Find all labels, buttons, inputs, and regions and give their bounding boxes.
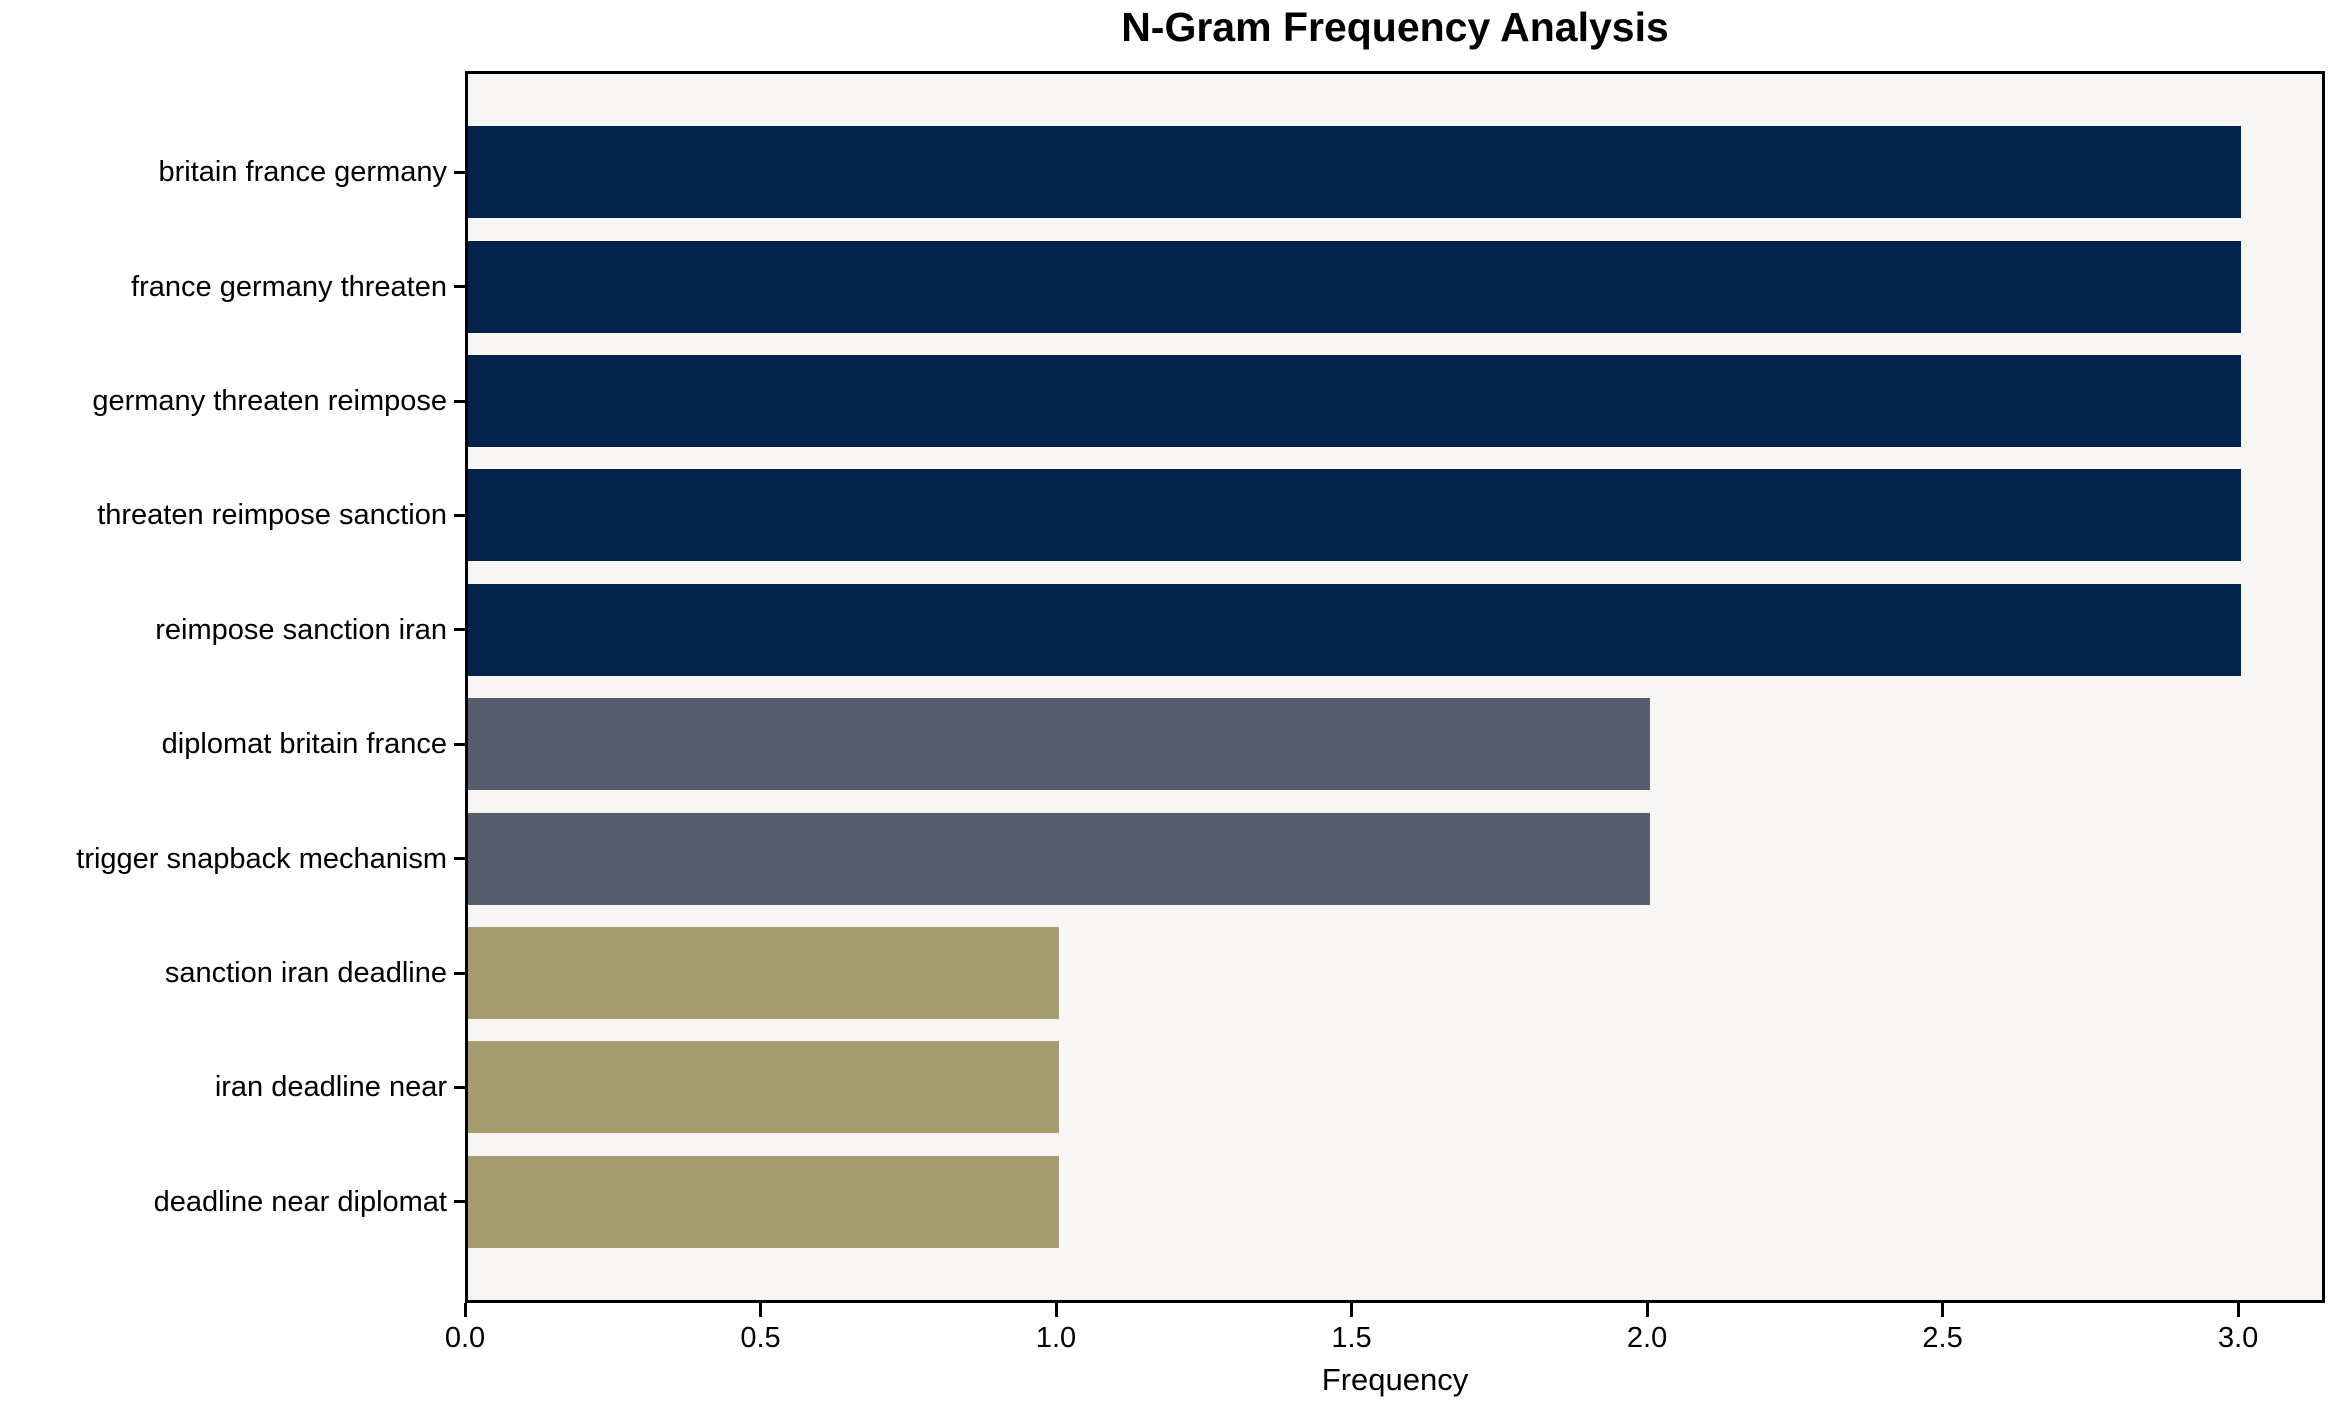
- y-tick-mark: [454, 742, 465, 746]
- x-tick-mark: [1350, 1303, 1354, 1317]
- x-tick-mark: [463, 1303, 467, 1317]
- plot-area: [465, 71, 2325, 1303]
- x-tick-label: 2.0: [1626, 1322, 1668, 1354]
- x-tick-mark: [1941, 1303, 1945, 1317]
- y-tick-label: germany threaten reimpose: [92, 385, 447, 417]
- y-tick-mark: [454, 628, 465, 632]
- y-tick-mark: [454, 1200, 465, 1204]
- y-tick-label: threaten reimpose sanction: [97, 499, 447, 532]
- y-tick-label: france germany threaten: [131, 270, 447, 303]
- bar-britain-france-germany: [468, 126, 2242, 219]
- x-tick-label: 0.0: [444, 1322, 486, 1354]
- y-tick-mark: [454, 285, 465, 289]
- chart-title: N-Gram Frequency Analysis: [1121, 4, 1669, 50]
- bar-reimpose-sanction-iran: [468, 583, 2242, 676]
- x-axis-label: Frequency: [1321, 1362, 1469, 1397]
- bar-deadline-near-diplomat: [468, 1155, 1060, 1248]
- y-tick-label: iran deadline near: [214, 1071, 447, 1104]
- bar-threaten-reimpose-sanction: [468, 469, 2242, 562]
- y-tick-mark: [454, 1085, 465, 1089]
- bar-iran-deadline-near: [468, 1041, 1060, 1134]
- bar-sanction-iran-deadline: [468, 927, 1060, 1019]
- bar-diplomat-britain-france: [468, 698, 1651, 791]
- bar-germany-threaten-reimpose: [468, 355, 2242, 447]
- y-tick-label: trigger snapback mechanism: [76, 842, 447, 875]
- x-tick-label: 1.5: [1331, 1322, 1372, 1354]
- x-tick-mark: [2236, 1303, 2240, 1317]
- x-tick-mark: [1054, 1303, 1058, 1317]
- bar-france-germany-threaten: [468, 240, 2242, 333]
- x-tick-label: 3.0: [2217, 1322, 2259, 1354]
- y-tick-label: reimpose sanction iran: [155, 613, 447, 646]
- x-tick-mark: [1645, 1303, 1649, 1317]
- y-tick-mark: [454, 971, 465, 975]
- y-tick-mark: [454, 170, 465, 174]
- y-tick-label: britain france germany: [158, 156, 447, 189]
- y-tick-mark: [454, 399, 465, 403]
- x-tick-mark: [759, 1303, 763, 1317]
- bar-trigger-snapback-mechanism: [468, 812, 1651, 905]
- x-tick-label: 0.5: [740, 1322, 781, 1354]
- x-tick-label: 1.0: [1035, 1322, 1077, 1354]
- y-tick-label: diplomat britain france: [161, 728, 447, 761]
- y-tick-label: sanction iran deadline: [164, 957, 447, 989]
- y-tick-mark: [454, 513, 465, 517]
- x-tick-label: 2.5: [1922, 1322, 1963, 1354]
- y-tick-label: deadline near diplomat: [153, 1185, 447, 1218]
- y-tick-mark: [454, 857, 465, 861]
